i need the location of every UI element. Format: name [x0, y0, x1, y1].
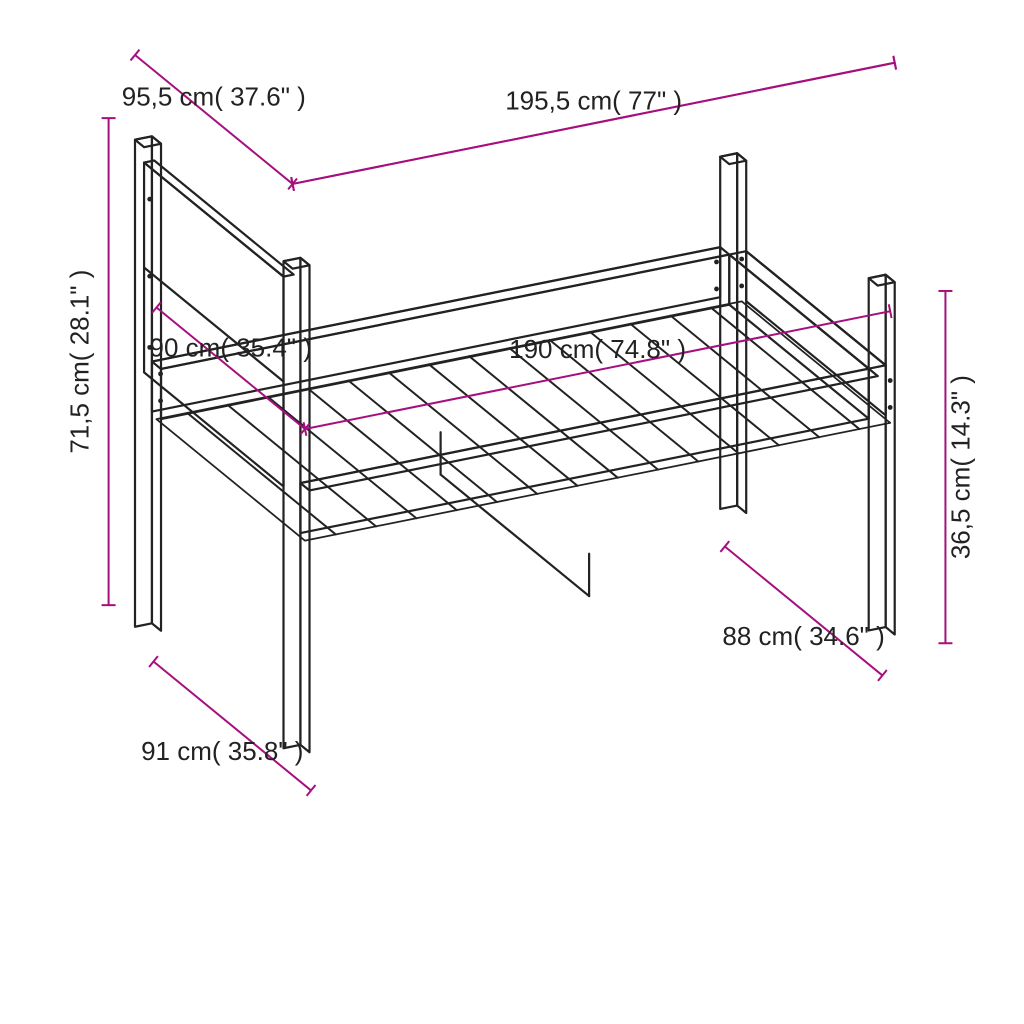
dim-head-height: 71,5 cm( 28.1" ): [65, 270, 95, 454]
dim-outer-width: 95,5 cm( 37.6" ): [122, 81, 306, 111]
dim-head-depth: 91 cm( 35.8" ): [141, 736, 303, 766]
dim-foot-height: 36,5 cm( 14.3" ): [945, 375, 975, 559]
dim-outer-length: 195,5 cm( 77" ): [505, 85, 682, 115]
dim-inner-width: 90 cm( 35.4" ): [150, 332, 312, 362]
dim-foot-depth: 88 cm( 34.6" ): [722, 621, 884, 651]
dim-inner-length: 190 cm( 74.8" ): [509, 334, 686, 364]
